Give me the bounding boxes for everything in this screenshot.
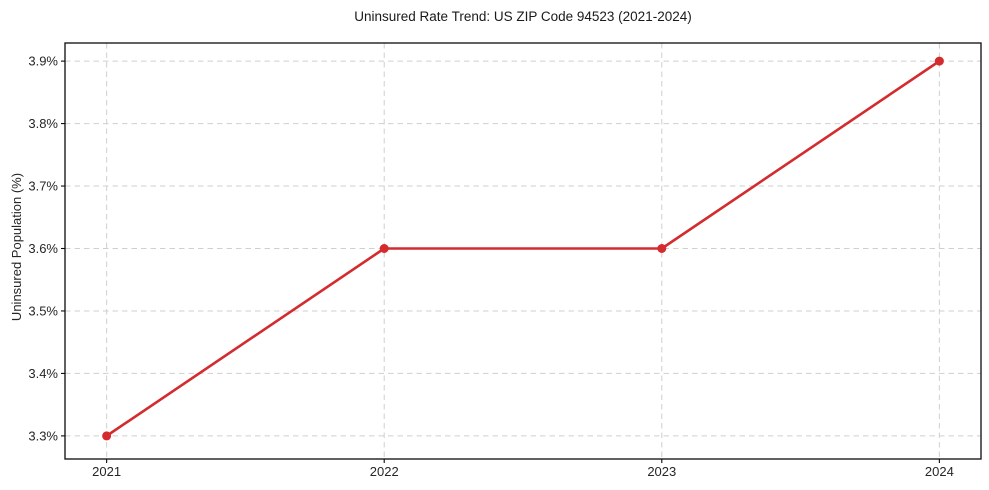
y-tick-label: 3.4% <box>28 366 58 381</box>
y-tick-label: 3.3% <box>28 428 58 443</box>
chart-title: Uninsured Rate Trend: US ZIP Code 94523 … <box>354 9 691 24</box>
y-tick-label: 3.6% <box>28 241 58 256</box>
plot-border <box>64 42 982 460</box>
x-tick-label: 2021 <box>92 464 121 479</box>
x-tick-label: 2024 <box>925 464 954 479</box>
trend-line <box>105 59 941 438</box>
data-point <box>379 244 389 254</box>
data-point <box>102 431 112 441</box>
data-point <box>934 56 944 66</box>
axes-background <box>65 43 981 459</box>
plot-area: 2021 2022 2023 2024 3.3% 3.4% 3.5% 3.6% 3.7% 3.8%… <box>28 42 982 479</box>
x-tick-label: 2022 <box>370 464 399 479</box>
y-axis-label: Uninsured Population (%) <box>9 173 24 321</box>
y-tick-label: 3.8% <box>28 116 58 131</box>
y-tick-label: 3.9% <box>28 54 58 69</box>
data-point <box>657 244 667 254</box>
x-tick-label: 2023 <box>647 464 676 479</box>
y-tick-label: 3.7% <box>28 179 58 194</box>
y-tick-label: 3.5% <box>28 303 58 318</box>
